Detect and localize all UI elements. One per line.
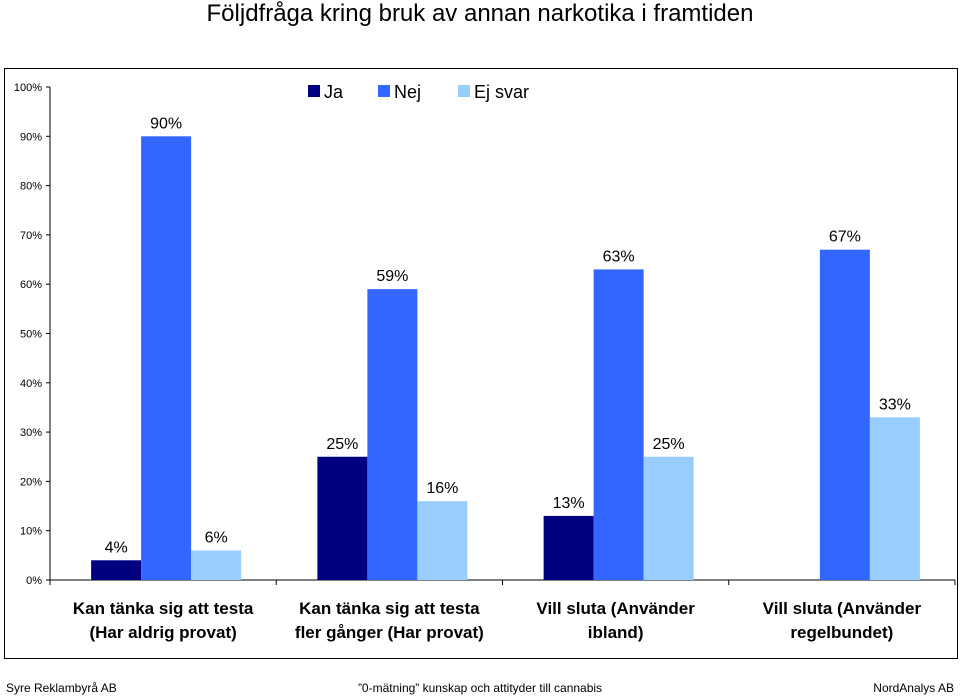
x-category-label: Kan tänka sig att testa [299,599,480,618]
data-label: 4% [105,539,128,556]
y-tick-label: 20% [20,476,42,488]
y-tick-label: 40% [20,378,42,390]
legend-swatch [378,85,390,97]
bar-nej [819,249,870,580]
footer-right-text: NordAnalys AB [873,681,954,695]
y-tick-label: 70% [20,230,42,242]
data-label: 25% [653,436,685,453]
legend-label: Nej [394,82,421,102]
x-category-label: ibland) [588,623,644,642]
y-tick-label: 30% [20,427,42,439]
legend-swatch [458,85,470,97]
plot-area-frame [4,68,958,659]
footer-center-text: ”0-mätning” kunskap och attityder till c… [357,681,603,695]
data-label: 63% [603,248,635,265]
footer-left-text: Syre Reklambyrå AB [6,681,117,695]
bar-nej [593,269,644,580]
bar-nej [367,289,418,580]
footer: Syre Reklambyrå AB ”0-mätning” kunskap o… [0,679,960,697]
x-category-label: Kan tänka sig att testa [73,599,254,618]
x-category-label: Vill sluta (Använder [536,599,695,618]
y-tick-label: 60% [20,279,42,291]
y-tick-label: 90% [20,131,42,143]
data-label: 25% [326,436,358,453]
x-category-label: (Har aldrig provat) [89,623,236,642]
data-label: 67% [829,229,861,246]
bar-ja [317,456,368,580]
bar-ja [543,515,594,580]
y-tick-label: 0% [26,575,42,587]
legend-label: Ej svar [474,82,529,102]
bar-ej-svar [417,501,468,580]
y-tick-label: 50% [20,329,42,341]
bar-ja [91,560,142,580]
data-label: 16% [426,480,458,497]
legend-swatch [308,85,320,97]
bar-ej-svar [191,550,242,580]
y-tick-label: 80% [20,181,42,193]
x-category-label: Vill sluta (Använder [763,599,922,618]
data-label: 33% [879,396,911,413]
y-tick-label: 10% [20,526,42,538]
x-category-label: fler gånger (Har provat) [295,623,484,642]
bar-nej [141,136,192,581]
data-label: 59% [376,268,408,285]
legend-label: Ja [324,82,344,102]
x-category-label: regelbundet) [790,623,893,642]
data-label: 6% [205,529,228,546]
data-label: 13% [553,495,585,512]
bar-ej-svar [869,417,920,580]
bar-chart: 0% 10% 20% 30% 40% 50% 60% 70% 80% 90% 100% 4% 90% 6%… [14,82,956,642]
chart-title: Följdfråga kring bruk av annan narkotika… [206,0,754,27]
bar-ej-svar [643,456,694,580]
data-label: 90% [150,115,182,132]
y-tick-label: 100% [14,82,42,94]
